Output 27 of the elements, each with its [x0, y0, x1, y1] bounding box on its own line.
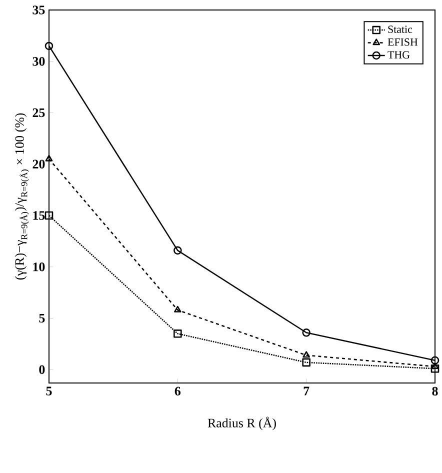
y-tick-label: 10	[33, 262, 45, 272]
point	[302, 328, 310, 337]
point	[302, 358, 310, 367]
point	[430, 356, 440, 365]
point	[45, 154, 53, 162]
y-tick-label: 35	[32, 6, 45, 14]
point	[44, 211, 54, 220]
y-tick-label: 20	[32, 160, 45, 168]
point	[174, 246, 182, 255]
point	[174, 330, 182, 338]
y-axis-title: (γ(R)−γ$_{R=9(Å)}$)/γ$_{R=9(Å)}$ × 100 (%)	[14, 113, 30, 280]
point	[44, 42, 54, 50]
y-tick-label: 30	[32, 57, 45, 66]
x-tick-label: 5	[46, 386, 52, 396]
x-axis-title: Radius R (Å)	[208, 416, 276, 430]
point	[174, 306, 182, 312]
x-tick-label: 7	[304, 386, 310, 396]
legend-label: EFISH	[388, 38, 418, 46]
y-tick-label: 5	[39, 314, 45, 323]
point	[302, 351, 310, 358]
y-tick-label: 15	[33, 211, 45, 220]
x-tick-label: 6	[174, 386, 181, 396]
y-tick-label: 0	[39, 365, 45, 374]
y-tick-label: 25	[32, 108, 45, 118]
x-tick-label: 8	[432, 386, 438, 396]
legend-label: THG	[388, 51, 410, 58]
legend-label: Static	[388, 26, 412, 34]
